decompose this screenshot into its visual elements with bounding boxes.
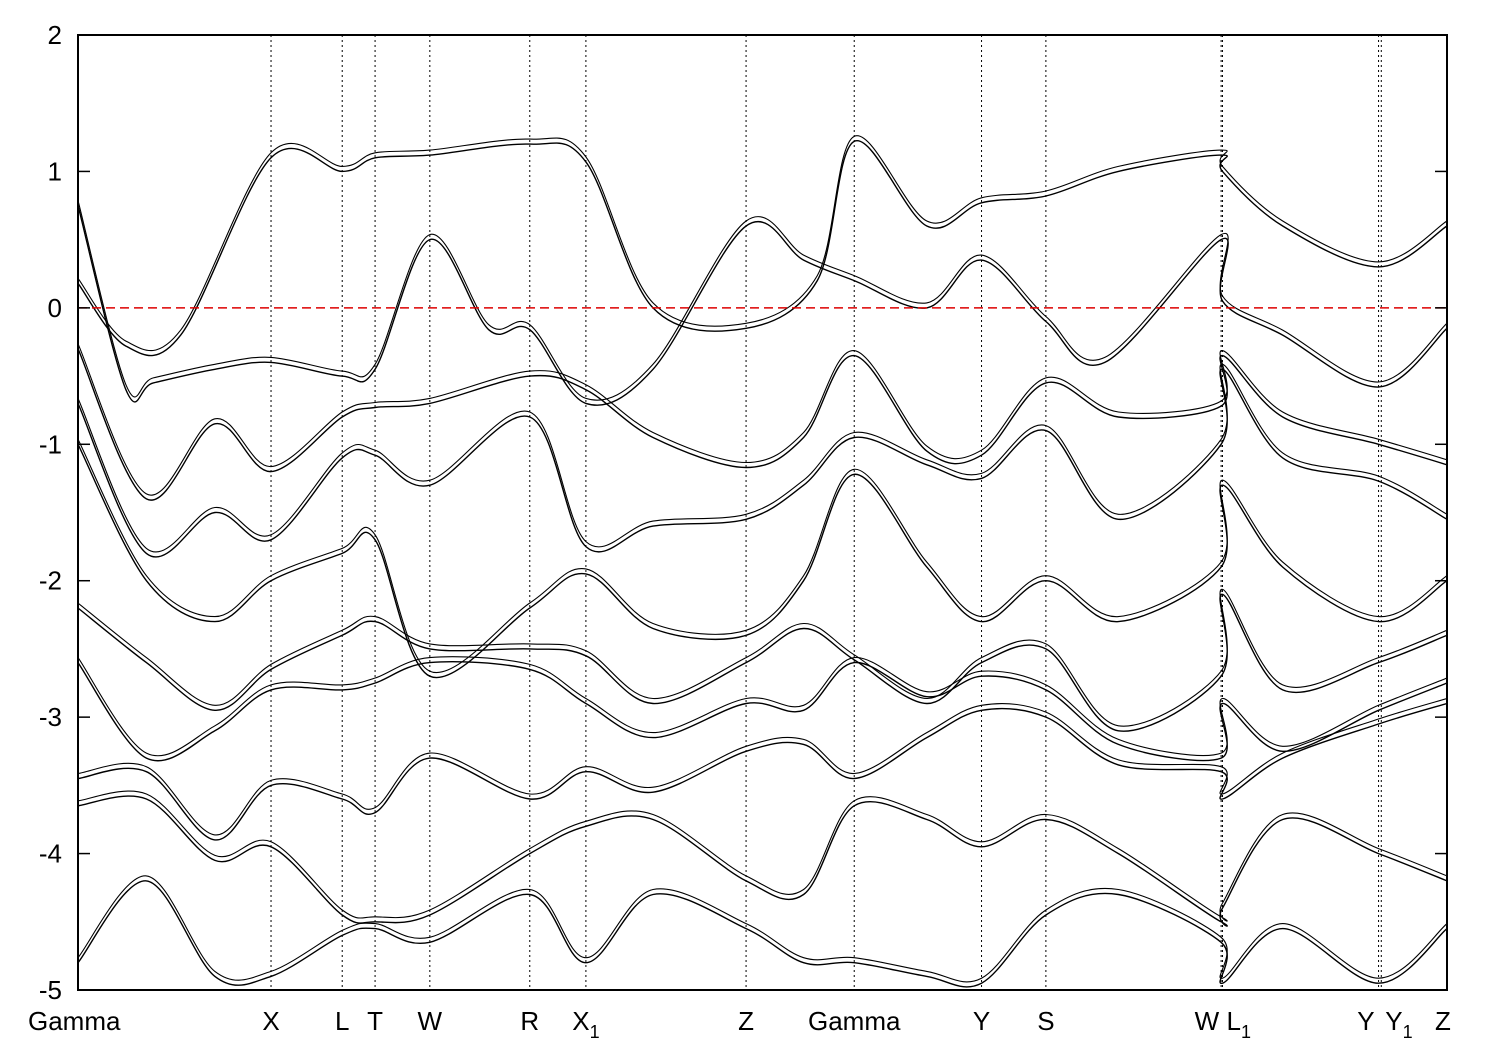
kpoint-label-z: Z	[738, 1006, 754, 1036]
y-tick-label: 1	[48, 156, 62, 186]
kpoint-label-l1: L1	[1226, 1006, 1250, 1042]
band-line-4-split	[78, 363, 1447, 553]
y-tick-label: -4	[39, 839, 62, 869]
band-line-6	[78, 593, 1447, 732]
kpoint-label-r: R	[520, 1006, 539, 1036]
y-tick-label: 0	[48, 293, 62, 323]
y-tick-label: -3	[39, 702, 62, 732]
kpoint-label-y: Y	[1357, 1006, 1374, 1036]
y-tick-label: -2	[39, 566, 62, 596]
band-line-7	[78, 661, 1447, 762]
band-line-3	[78, 348, 1447, 501]
kpoint-label-gamma: Gamma	[28, 1006, 121, 1036]
x-axis: Gamma X L T W R X1 Z Gamma Y S W L1 Y Y1 Z	[28, 1006, 1451, 1042]
y-tick-label: -5	[39, 975, 62, 1005]
band-line-10-split	[78, 875, 1447, 983]
kpoint-label-w: W	[1195, 1006, 1220, 1036]
kpoint-label-gamma: Gamma	[808, 1006, 901, 1036]
band-line-8-split	[78, 697, 1447, 836]
band-line-2	[78, 205, 1447, 406]
high-symmetry-gridlines	[270, 35, 1382, 990]
band-line-7-split	[78, 656, 1447, 757]
kpoint-label-y: Y	[973, 1006, 990, 1036]
band-line-5	[78, 443, 1447, 679]
band-line-4	[78, 368, 1447, 558]
y-tick-label: -1	[39, 429, 62, 459]
kpoint-label-x: X	[262, 1006, 279, 1036]
band-series	[78, 135, 1447, 988]
band-line-9	[78, 795, 1447, 927]
band-line-9-split	[78, 790, 1447, 922]
kpoint-label-s: S	[1037, 1006, 1054, 1036]
band-line-6-split	[78, 588, 1447, 727]
kpoint-label-w: W	[418, 1006, 443, 1036]
band-line-10	[78, 880, 1447, 988]
y-axis: -5 -4 -3 -2 -1 0 1 2	[39, 20, 1447, 1005]
band-line-3-split	[78, 343, 1447, 496]
kpoint-label-x1: X1	[572, 1006, 599, 1042]
kpoint-label-z: Z	[1435, 1006, 1451, 1036]
band-line-1-split	[78, 135, 1447, 351]
band-line-1	[78, 140, 1447, 357]
plot-frame	[77, 34, 1448, 991]
band-line-2-split	[78, 200, 1447, 401]
kpoint-label-t: T	[367, 1006, 383, 1036]
y-tick-label: 2	[48, 20, 62, 50]
kpoint-label-y1: Y1	[1385, 1006, 1412, 1042]
kpoint-label-l: L	[335, 1006, 349, 1036]
band-line-8	[78, 702, 1447, 841]
band-line-5-split	[78, 439, 1447, 674]
